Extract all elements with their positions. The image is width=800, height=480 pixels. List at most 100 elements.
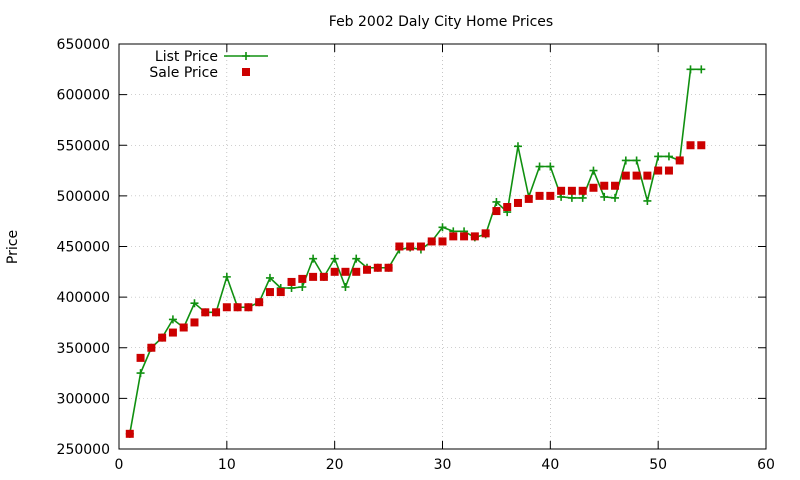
y-tick-label: 650000	[57, 37, 110, 53]
sale-price-point	[427, 237, 436, 246]
legend-label-sale-price: Sale Price	[149, 65, 218, 81]
sale-price-point	[611, 181, 620, 190]
x-tick-label: 40	[541, 457, 559, 473]
legend: List Price Sale Price	[149, 49, 268, 81]
list-price-point	[578, 193, 587, 202]
list-price-point	[492, 197, 501, 206]
legend-label-list-price: List Price	[155, 49, 218, 65]
sale-price-point	[578, 186, 587, 195]
sale-price-point	[222, 303, 231, 312]
list-price-point	[535, 162, 544, 171]
chart-title: Feb 2002 Daly City Home Prices	[329, 14, 553, 30]
y-axis: 250000 300000 350000 400000 450000 500000 5500…	[57, 37, 766, 458]
sale-price-point	[546, 191, 555, 200]
sale-price-point	[190, 318, 199, 327]
list-price-point	[513, 142, 522, 151]
sale-price-point	[664, 166, 673, 175]
list-price-point	[632, 156, 641, 165]
sale-price-point	[470, 232, 479, 241]
series-sale-price	[125, 141, 706, 438]
list-price-point	[697, 65, 706, 74]
sale-price-point	[341, 267, 350, 276]
sale-price-point	[557, 186, 566, 195]
sale-price-point	[632, 171, 641, 180]
list-price-point	[600, 192, 609, 201]
legend-marker-list-price	[242, 52, 250, 60]
sale-price-point	[675, 156, 684, 165]
list-price-point	[298, 283, 307, 291]
sale-price-point	[276, 288, 285, 297]
sale-price-point	[287, 277, 296, 286]
y-tick-label: 350000	[57, 341, 110, 357]
sale-price-point	[416, 242, 425, 251]
sale-price-point	[373, 263, 382, 272]
y-tick-label: 250000	[57, 442, 110, 458]
series-list-price	[125, 65, 706, 438]
list-price-point	[643, 196, 652, 205]
list-price-point	[190, 299, 199, 308]
sale-price-point	[255, 298, 264, 307]
list-price-point	[330, 254, 339, 263]
sale-price-point	[179, 323, 188, 332]
sale-price-point	[438, 237, 447, 246]
y-tick-label: 400000	[57, 290, 110, 306]
sale-price-point	[492, 207, 501, 216]
y-tick-label: 550000	[57, 138, 110, 154]
list-price-point	[168, 315, 177, 324]
sale-price-point	[244, 303, 253, 312]
sale-price-point	[654, 166, 663, 175]
list-price-line	[128, 68, 702, 434]
sale-price-point	[233, 303, 242, 312]
x-axis: 0 10 20 30 40 50 60	[115, 44, 775, 473]
sale-price-point	[168, 328, 177, 337]
list-price-point	[567, 193, 576, 202]
sale-price-point	[319, 272, 328, 281]
sale-price-point	[535, 191, 544, 200]
sale-price-point	[136, 353, 145, 362]
sale-price-point	[265, 288, 274, 297]
sale-price-point	[352, 267, 361, 276]
sale-price-point	[686, 141, 695, 150]
sale-price-point	[513, 198, 522, 207]
sale-price-point	[147, 343, 156, 352]
x-tick-label: 30	[434, 457, 452, 473]
list-price-point	[589, 166, 598, 175]
sale-price-point	[406, 242, 415, 251]
list-price-point	[265, 273, 274, 282]
sale-price-point	[503, 203, 512, 212]
sale-price-point	[460, 232, 469, 241]
sale-price-point	[643, 171, 652, 180]
sale-price-point	[212, 308, 221, 317]
sale-price-point	[125, 429, 134, 438]
sale-price-point	[395, 242, 404, 251]
sale-price-point	[524, 194, 533, 203]
list-price-point	[654, 152, 663, 161]
list-price-point	[352, 254, 361, 263]
x-tick-label: 10	[218, 457, 236, 473]
x-tick-label: 50	[649, 457, 667, 473]
list-price-point	[341, 283, 350, 291]
list-price-point	[136, 369, 145, 378]
y-tick-label: 600000	[57, 88, 110, 104]
sale-price-point	[363, 265, 372, 274]
list-price-point	[438, 223, 447, 232]
grid	[119, 44, 766, 449]
x-tick-label: 0	[115, 457, 124, 473]
sale-price-point	[589, 183, 598, 192]
sale-price-point	[330, 267, 339, 276]
sale-price-point	[449, 232, 458, 241]
list-price-point	[546, 162, 555, 171]
legend-marker-sale-price	[242, 68, 250, 76]
y-axis-label: Price	[5, 230, 21, 264]
sale-price-point	[384, 263, 393, 272]
list-price-point	[621, 156, 630, 165]
sale-price-point	[309, 272, 318, 281]
x-tick-label: 60	[757, 457, 775, 473]
sale-price-point	[298, 274, 307, 283]
list-price-point	[664, 152, 673, 161]
list-price-point	[686, 65, 695, 74]
list-price-point	[611, 193, 620, 202]
sale-price-point	[621, 171, 630, 180]
y-tick-label: 450000	[57, 240, 110, 256]
